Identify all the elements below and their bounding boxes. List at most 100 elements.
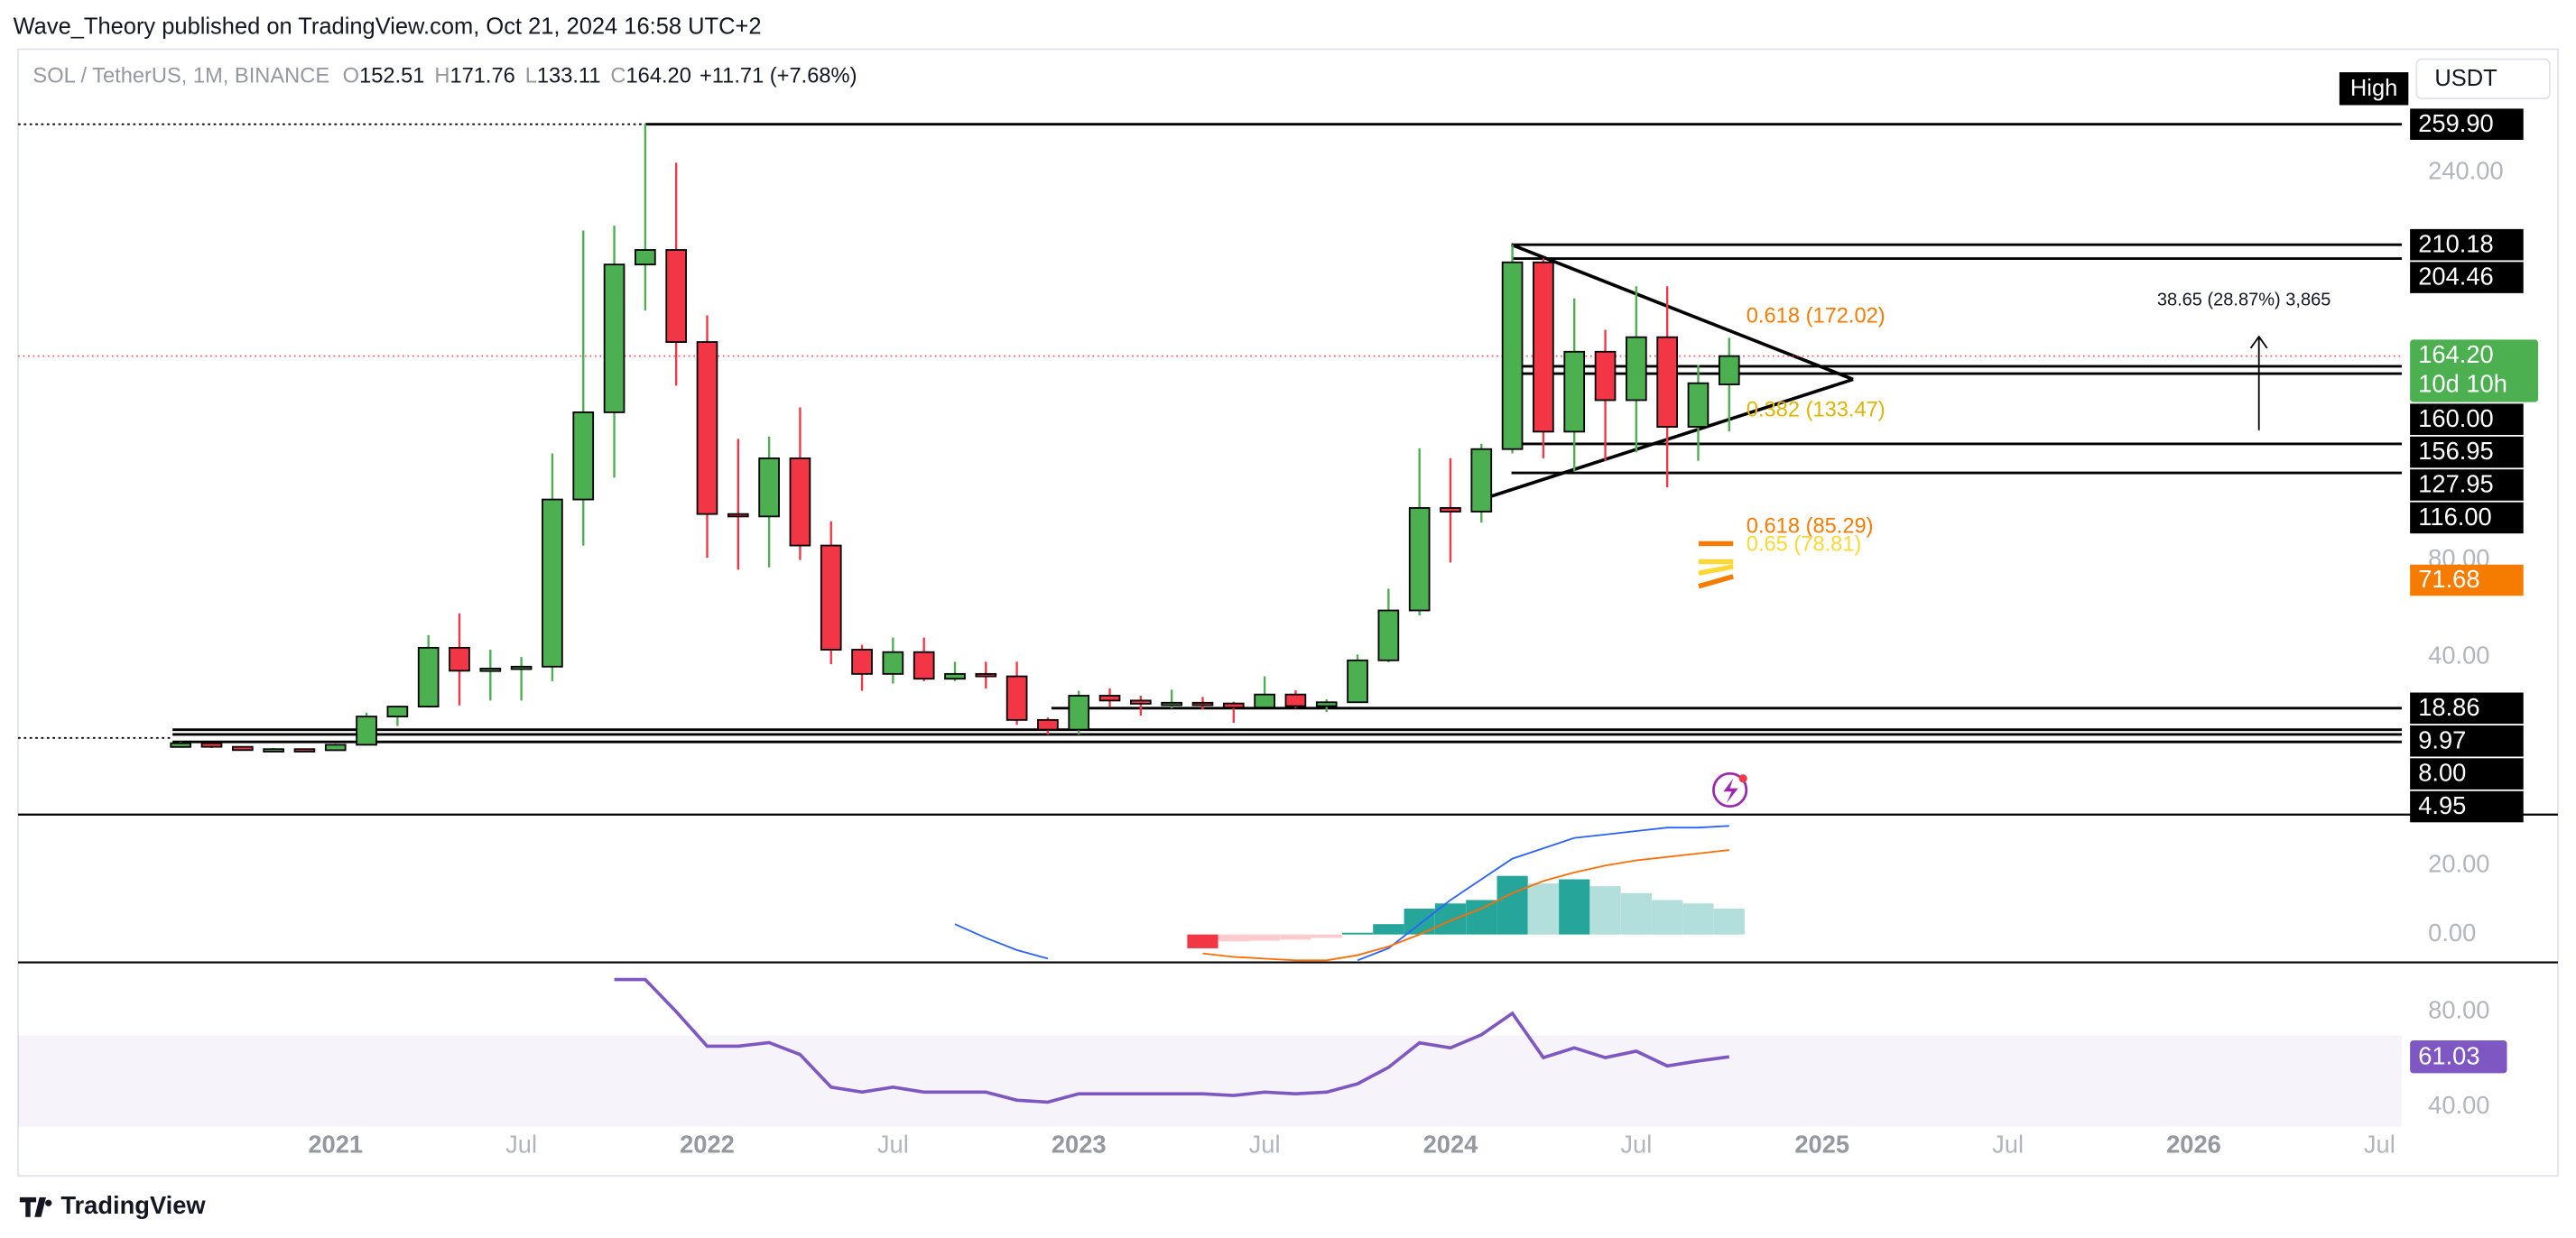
candle-body	[789, 457, 811, 547]
candle-body	[386, 706, 409, 718]
legend-value: 133.11	[537, 65, 601, 88]
last-price-label: 164.20	[2418, 340, 2494, 368]
candle-body	[913, 651, 935, 680]
x-tick-label: Jul	[1249, 1131, 1281, 1159]
x-tick-label: Jul	[505, 1131, 537, 1159]
fib-marks	[1698, 540, 1735, 589]
triangle-lower	[1486, 377, 1854, 500]
candle-body	[975, 672, 997, 678]
price-label-box	[2410, 758, 2524, 790]
symbol-legend: SOL / TetherUS, 1M, BINANCE O152.51 H171.7…	[32, 65, 857, 88]
candle-body	[510, 665, 533, 670]
rsi-pane	[18, 977, 2403, 1127]
candle-body	[479, 668, 502, 672]
candle-body	[1594, 350, 1617, 402]
legend-value: 164.20	[626, 65, 691, 88]
candle-body	[449, 646, 470, 672]
currency-button[interactable]	[2415, 58, 2551, 100]
currency[interactable]: USDT	[2434, 66, 2497, 91]
macd-line	[1202, 849, 1729, 962]
candle-body	[1254, 693, 1275, 709]
candle-body	[1626, 336, 1647, 402]
price-label-box	[2410, 436, 2524, 468]
high-tag-box	[2339, 72, 2409, 106]
candle-body	[1563, 350, 1586, 433]
legend-value: 152.51	[359, 65, 424, 88]
candle-body	[263, 748, 284, 753]
price-label-box	[2410, 469, 2524, 501]
x-tick-label: 2025	[1794, 1131, 1849, 1159]
measure-arrow	[2249, 335, 2268, 349]
candles	[170, 124, 1740, 753]
chart-frame	[17, 48, 2559, 1178]
price-label-box	[2410, 108, 2524, 140]
candle-body	[1408, 507, 1431, 612]
macd-histogram-bar	[1373, 924, 1404, 935]
macd-histogram-bar	[1466, 900, 1497, 935]
x-tick-label: 2021	[308, 1131, 363, 1159]
candle-body	[758, 457, 780, 518]
price-label-box	[2410, 403, 2524, 435]
candle-body	[1718, 355, 1740, 385]
price-label: 127.95	[2418, 470, 2494, 498]
rsi-line	[614, 977, 1730, 1104]
x-tick-label: Jul	[1992, 1131, 2024, 1159]
price-label-box	[2410, 502, 2524, 534]
annotation: 38.65 (28.87%) 3,865	[2157, 290, 2331, 310]
candle-body	[696, 341, 718, 515]
candle-body	[1533, 261, 1554, 433]
annotation: 0.382 (133.47)	[1747, 398, 1886, 421]
fib-mark	[1698, 564, 1734, 576]
candle-body	[542, 498, 563, 668]
x-tick-label: 2022	[680, 1131, 735, 1159]
candle-body	[1347, 659, 1368, 704]
candle-body	[356, 716, 377, 746]
macd-histogram-bar	[1682, 903, 1714, 935]
price-label-box	[2410, 790, 2524, 823]
candle-body	[1656, 336, 1678, 428]
candle-body	[820, 544, 842, 651]
candle-body	[1687, 382, 1710, 428]
candle-body	[635, 249, 656, 266]
macd-histogram-bar	[1311, 934, 1342, 938]
candle-body	[851, 649, 873, 675]
macd-histogram-bar	[1589, 886, 1621, 935]
high-tag: High	[2350, 76, 2397, 101]
y-tick-label: 40.00	[2428, 641, 2489, 669]
price-label-box	[2410, 228, 2524, 261]
price-label: 204.46	[2418, 263, 2494, 291]
countdown: 10d 10h	[2418, 370, 2507, 398]
annotation: 0.618 (172.02)	[1747, 305, 1886, 328]
candle-body	[170, 742, 192, 748]
candle-body	[324, 744, 347, 752]
candle-body	[1440, 507, 1461, 513]
legend-key: C	[610, 65, 625, 88]
triangle-upper	[1510, 243, 1854, 382]
symbol: SOL / TetherUS, 1M, BINANCE	[32, 65, 329, 88]
rsi-band	[18, 1035, 2403, 1127]
logo-icon	[19, 1196, 52, 1217]
candle-body	[727, 513, 749, 518]
macd-histogram-bar	[1218, 934, 1249, 942]
drawings	[1486, 243, 2268, 500]
candle-body	[1098, 695, 1121, 702]
macd-histogram-bar	[1496, 875, 1528, 935]
price-label-box	[2410, 692, 2524, 725]
y-tick-label: 40.00	[2428, 1091, 2489, 1119]
legend-key: L	[525, 65, 537, 88]
alert-dot	[1738, 774, 1747, 783]
candle-body	[1470, 448, 1493, 513]
price-label: 210.18	[2418, 229, 2494, 257]
macd-line	[954, 825, 1729, 962]
price-label: 4.95	[2418, 791, 2466, 819]
attribution: Wave_Theory published on TradingView.com…	[14, 14, 762, 40]
candle-body	[944, 672, 966, 680]
rsi-last-box	[2410, 1040, 2507, 1074]
candle-body	[1130, 699, 1152, 705]
price-label: 71.68	[2418, 565, 2479, 593]
x-tick-label: Jul	[2364, 1131, 2395, 1159]
candle-body	[1191, 701, 1214, 707]
price-label-box	[2410, 564, 2524, 596]
